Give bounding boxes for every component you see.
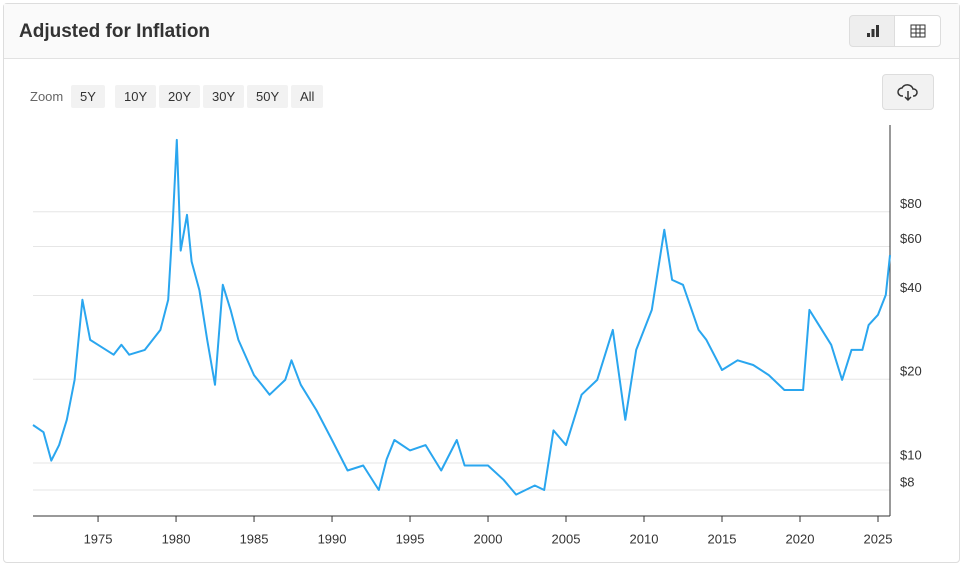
- card: Adjusted for Inflation: [3, 3, 960, 563]
- download-button[interactable]: [882, 74, 934, 110]
- y-tick-label: $40: [900, 280, 922, 295]
- y-tick-label: $10: [900, 447, 922, 462]
- x-tick-label: 1985: [240, 531, 269, 546]
- zoom-button[interactable]: All: [291, 85, 324, 108]
- y-tick-label: $20: [900, 364, 922, 379]
- x-tick-label: 2005: [552, 531, 581, 546]
- x-tick-label: 1990: [318, 531, 347, 546]
- x-tick-label: 2000: [474, 531, 503, 546]
- y-tick-label: $60: [900, 231, 922, 246]
- x-tick-label: 1995: [396, 531, 425, 546]
- zoom-button[interactable]: 30Y: [203, 85, 245, 108]
- zoom-label: Zoom: [30, 89, 64, 104]
- x-tick-label: 2020: [786, 531, 815, 546]
- y-tick-label: $8: [900, 474, 914, 489]
- x-tick-label: 1980: [162, 531, 191, 546]
- x-tick-label: 2015: [708, 531, 737, 546]
- zoom-button[interactable]: 20Y: [159, 85, 201, 108]
- title: Adjusted for Inflation: [19, 21, 211, 42]
- table-view-button[interactable]: [894, 15, 941, 47]
- card-header: Adjusted for Inflation: [4, 4, 959, 59]
- zoom-button[interactable]: 50Y: [247, 85, 289, 108]
- x-tick-label: 2025: [864, 531, 893, 546]
- zoom-button[interactable]: 10Y: [115, 85, 157, 108]
- zoom-button[interactable]: 5Y: [71, 85, 105, 108]
- y-tick-label: $80: [900, 196, 922, 211]
- price-line: [32, 138, 891, 496]
- x-tick-label: 1975: [84, 531, 113, 546]
- x-tick-label: 2010: [630, 531, 659, 546]
